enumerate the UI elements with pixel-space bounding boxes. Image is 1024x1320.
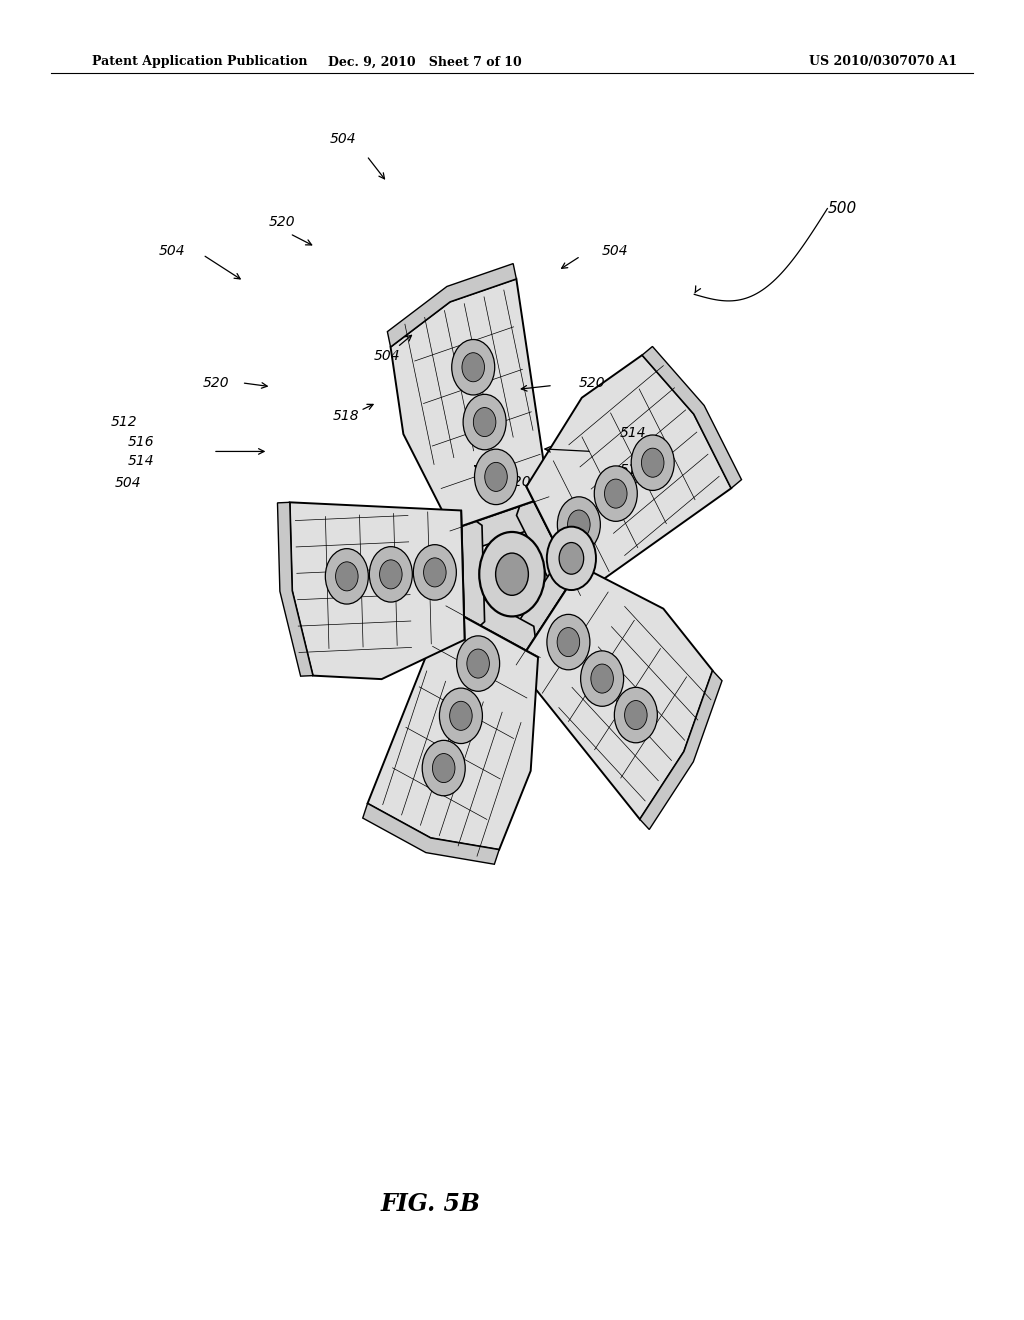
Text: 520: 520 [203, 376, 229, 389]
Polygon shape [526, 355, 731, 595]
Circle shape [557, 496, 600, 552]
Circle shape [547, 527, 596, 590]
Circle shape [336, 562, 358, 591]
Polygon shape [368, 607, 538, 850]
Circle shape [452, 339, 495, 395]
Polygon shape [640, 671, 722, 829]
Circle shape [496, 553, 528, 595]
Circle shape [422, 741, 465, 796]
Text: 520: 520 [505, 475, 531, 488]
Text: 516: 516 [620, 463, 646, 477]
Polygon shape [516, 487, 581, 597]
Text: 516: 516 [128, 436, 155, 449]
Circle shape [450, 701, 472, 730]
Text: 520: 520 [579, 376, 605, 389]
Polygon shape [461, 511, 484, 640]
Text: 514: 514 [128, 454, 155, 467]
Text: 518: 518 [333, 409, 359, 422]
Circle shape [625, 701, 647, 730]
Circle shape [462, 352, 484, 381]
Circle shape [424, 558, 446, 587]
Circle shape [557, 627, 580, 656]
Circle shape [484, 462, 507, 491]
Circle shape [439, 688, 482, 743]
Circle shape [567, 510, 590, 539]
Text: 504: 504 [159, 244, 185, 257]
Circle shape [479, 532, 545, 616]
Circle shape [432, 754, 455, 783]
Circle shape [547, 614, 590, 669]
Text: 512: 512 [640, 445, 667, 458]
Text: 520: 520 [268, 215, 295, 228]
Circle shape [370, 546, 413, 602]
Circle shape [414, 545, 457, 601]
Circle shape [474, 449, 517, 504]
Circle shape [591, 664, 613, 693]
Circle shape [594, 466, 637, 521]
Polygon shape [290, 503, 465, 678]
Text: 500: 500 [827, 201, 857, 216]
Text: 504: 504 [115, 477, 141, 490]
Polygon shape [517, 566, 713, 820]
Circle shape [559, 543, 584, 574]
Circle shape [463, 395, 506, 450]
Polygon shape [362, 804, 499, 865]
Circle shape [581, 651, 624, 706]
Text: 512: 512 [111, 416, 137, 429]
Polygon shape [390, 279, 549, 529]
Text: Dec. 9, 2010   Sheet 7 of 10: Dec. 9, 2010 Sheet 7 of 10 [328, 55, 522, 69]
Text: 514: 514 [620, 426, 646, 440]
Circle shape [631, 436, 674, 491]
Text: 504: 504 [330, 132, 356, 145]
Text: 504: 504 [374, 350, 400, 363]
Polygon shape [642, 346, 741, 488]
Polygon shape [278, 503, 313, 676]
Circle shape [326, 549, 369, 605]
Circle shape [604, 479, 627, 508]
Polygon shape [452, 496, 549, 550]
Circle shape [380, 560, 402, 589]
Polygon shape [387, 264, 516, 347]
Circle shape [614, 688, 657, 743]
Polygon shape [445, 589, 538, 657]
Text: Patent Application Publication: Patent Application Publication [92, 55, 307, 69]
Text: US 2010/0307070 A1: US 2010/0307070 A1 [809, 55, 957, 69]
Circle shape [641, 449, 664, 478]
Circle shape [473, 408, 496, 437]
Circle shape [457, 636, 500, 692]
Polygon shape [509, 562, 582, 665]
Circle shape [467, 649, 489, 678]
Text: FIG. 5B: FIG. 5B [380, 1192, 480, 1216]
Text: 504: 504 [602, 244, 629, 257]
